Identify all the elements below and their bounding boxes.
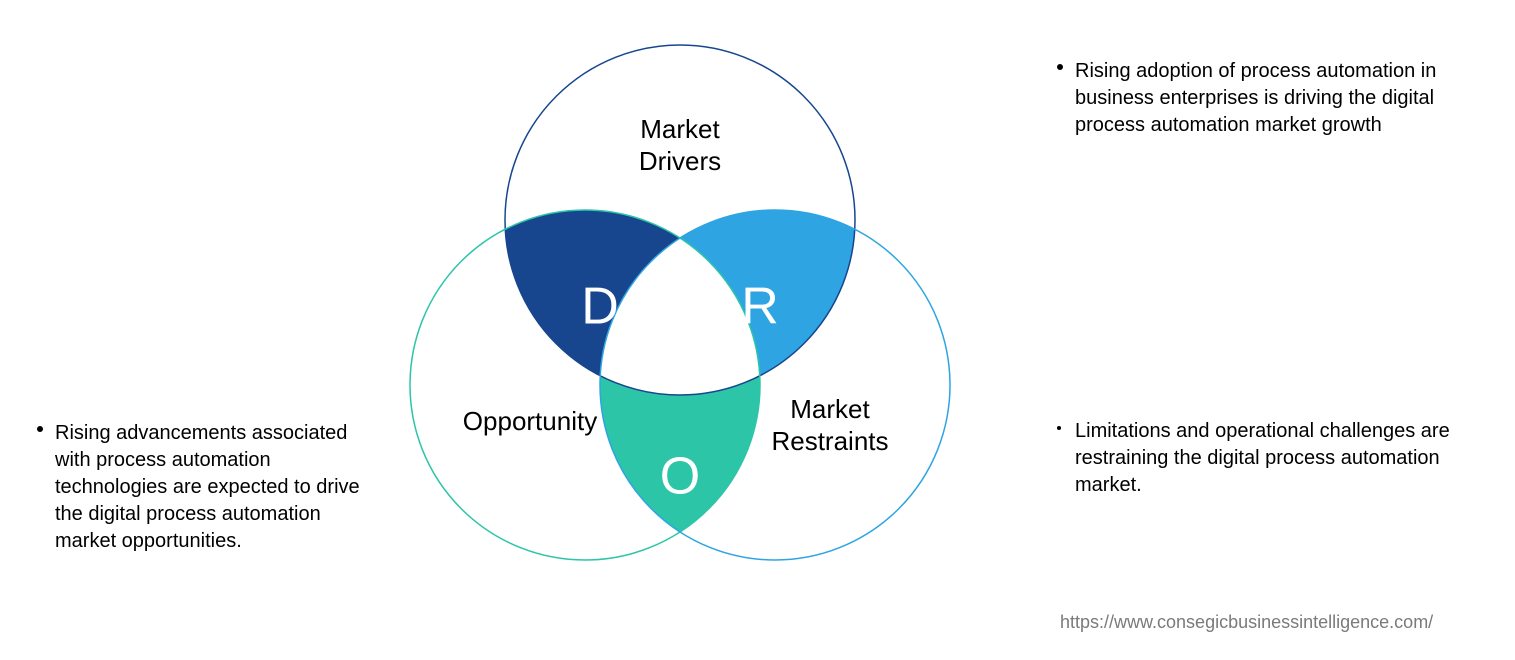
label-opportunity: Opportunity	[463, 406, 597, 436]
opportunity-bullet: Rising advancements associated with proc…	[55, 420, 375, 555]
letter-r: R	[741, 278, 779, 336]
label-drivers-line2: Drivers	[639, 146, 721, 176]
infographic-canvas: MarketDriversOpportunityMarketRestraints…	[0, 0, 1515, 660]
source-url: https://www.consegicbusinessintelligence…	[1060, 612, 1433, 633]
restraints-bullet-text: Limitations and operational challenges a…	[1075, 420, 1450, 496]
bullet-dot-icon	[1057, 426, 1061, 430]
opportunity-bullet-text: Rising advancements associated with proc…	[55, 422, 360, 552]
label-restraints-line2: Restraints	[771, 426, 888, 456]
bullet-dot-icon	[1057, 64, 1063, 70]
drivers-bullet-text: Rising adoption of process automation in…	[1075, 60, 1436, 136]
label-restraints-line1: Market	[790, 394, 870, 424]
label-drivers-line1: Market	[640, 114, 720, 144]
letter-d: D	[581, 278, 619, 336]
letter-o: O	[660, 448, 700, 506]
drivers-bullet: Rising adoption of process automation in…	[1075, 58, 1455, 139]
bullet-dot-icon	[37, 426, 43, 432]
venn-diagram: MarketDriversOpportunityMarketRestraints…	[370, 30, 990, 610]
restraints-bullet: Limitations and operational challenges a…	[1075, 418, 1455, 499]
source-url-text: https://www.consegicbusinessintelligence…	[1060, 612, 1433, 632]
